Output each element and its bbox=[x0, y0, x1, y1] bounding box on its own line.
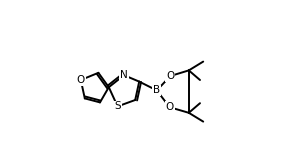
Text: N: N bbox=[120, 70, 128, 80]
Text: O: O bbox=[166, 71, 174, 81]
Text: S: S bbox=[114, 101, 121, 111]
Text: B: B bbox=[153, 85, 161, 95]
Text: O: O bbox=[165, 102, 174, 112]
Text: O: O bbox=[77, 75, 85, 85]
